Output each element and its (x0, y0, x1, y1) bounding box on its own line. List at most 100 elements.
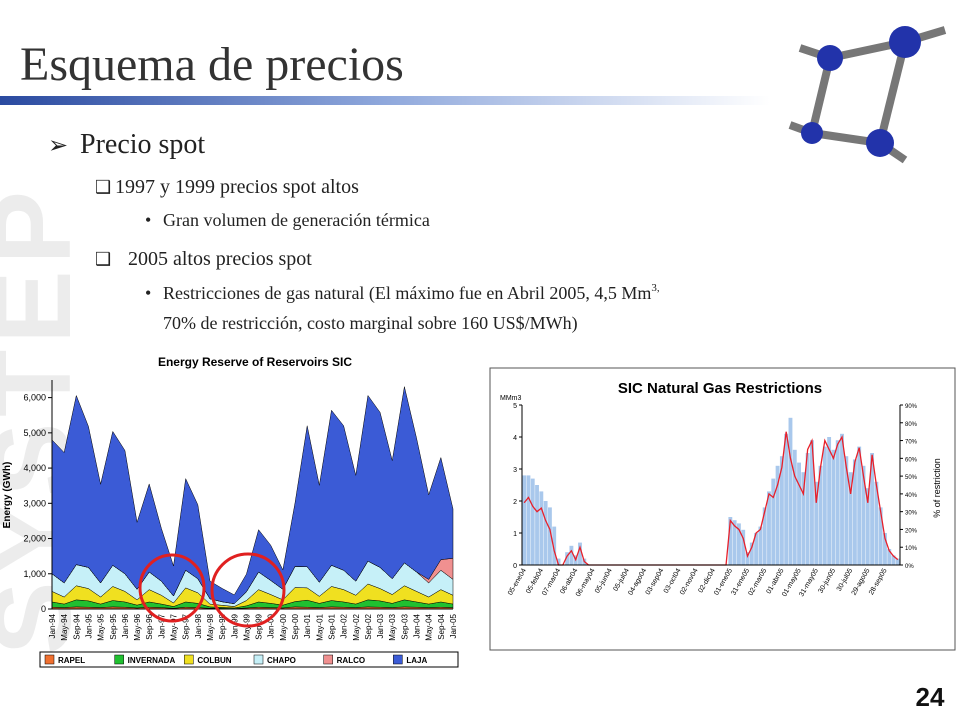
y-tick-label: 0 (41, 604, 46, 614)
page-number: 24 (916, 682, 945, 712)
legend-swatch (393, 654, 403, 665)
bar (887, 549, 892, 565)
bar (745, 552, 750, 565)
y2-tick-label: 70% (905, 440, 918, 446)
y-tick-label: 3,000 (23, 498, 46, 508)
x-tick-label: May-97 (170, 613, 179, 640)
legend-label: CHAPO (267, 656, 296, 665)
legend-label: RAPEL (58, 656, 85, 665)
bar (565, 552, 570, 565)
x-tick-label: May-03 (388, 613, 397, 640)
bar (547, 507, 552, 565)
bar (792, 449, 797, 565)
bar (578, 542, 582, 565)
bar (758, 526, 763, 565)
x-tick-label: Sep-02 (364, 613, 373, 639)
x-tick-label: Sep-01 (327, 613, 336, 639)
superscript: 3, (651, 282, 660, 294)
legend-swatch (114, 654, 124, 665)
x-tick-label: Jan-95 (84, 613, 93, 638)
bullet-box: ❑ (95, 177, 111, 197)
y-tick-label: 4,000 (23, 463, 46, 473)
legend-swatch (253, 654, 264, 665)
bar (728, 517, 733, 565)
y-tick-label: 3 (513, 467, 517, 474)
bullet-l1: Precio spot (80, 129, 205, 160)
bar (762, 507, 767, 565)
y-tick-label: 5,000 (23, 428, 46, 438)
bar (870, 453, 875, 565)
bar (775, 465, 780, 565)
x-tick-label: May-94 (60, 613, 69, 640)
x-tick-label: May-98 (206, 613, 215, 640)
x-tick-label: Sep-04 (437, 613, 446, 639)
x-tick-label: Jan-00 (267, 613, 276, 638)
legend-swatch (184, 654, 194, 665)
title-underline (0, 96, 770, 105)
bullet-l3: 70% de restricción, costo marginal sobre… (163, 313, 578, 334)
bar (779, 456, 784, 565)
highlight-circle (138, 553, 206, 623)
x-tick-label: Jan-01 (303, 613, 312, 638)
y2-tick-label: 10% (905, 546, 918, 552)
legend-swatch (323, 654, 333, 665)
x-tick-label: Sep-94 (72, 613, 81, 639)
chart-frame (489, 367, 956, 651)
y2-tick-label: 60% (905, 457, 918, 463)
x-tick-label: Jan-98 (194, 613, 203, 638)
legend (39, 651, 459, 668)
y-tick-label: 4 (513, 435, 517, 442)
bar (844, 456, 849, 565)
bullet-l2: 1997 y 1999 precios spot altos (115, 176, 359, 198)
bullet-dot: • (145, 283, 151, 303)
y-tick-label: 2 (513, 499, 517, 506)
x-tick-label: Jan-94 (48, 613, 57, 638)
bullet-l2: 2005 altos precios spot (128, 248, 312, 270)
bar (895, 558, 900, 565)
x-tick-label: May-02 (352, 613, 361, 640)
bullet-l3: Restricciones de gas natural (El máximo … (163, 282, 660, 304)
bar (852, 459, 857, 565)
bar (797, 462, 801, 565)
bar (883, 533, 887, 565)
y2-tick-label: 50% (905, 475, 918, 481)
y-tick-label: 1 (513, 531, 517, 538)
bar (749, 542, 754, 565)
bullet-text: Restricciones de gas natural (El máximo … (163, 283, 651, 304)
bar (754, 533, 759, 565)
y-tick-label: 6,000 (23, 393, 46, 403)
y2-tick-label: 80% (905, 422, 918, 428)
bar (784, 433, 789, 565)
bar (788, 417, 793, 565)
x-tick-label: Sep-99 (255, 613, 264, 639)
legend-swatch (44, 654, 55, 665)
bar (891, 555, 896, 565)
x-tick-label: Sep-96 (145, 613, 154, 639)
legend-label: LAJA (406, 656, 427, 665)
bar (526, 475, 531, 565)
legend-label: COLBUN (197, 656, 231, 665)
x-tick-label: Sep-98 (218, 613, 227, 639)
bullet-dot: • (145, 210, 151, 230)
bar (848, 472, 853, 565)
logo (788, 26, 947, 164)
legend-label: RALCO (337, 656, 365, 665)
chart-title: Energy Reserve of Reservoirs SIC (158, 355, 352, 369)
x-tick-label: May-95 (97, 613, 106, 640)
x-tick-label: Jan-03 (376, 613, 385, 638)
area (51, 386, 454, 604)
x-tick-label: Jan-05 (449, 613, 458, 638)
highlight-circle (210, 552, 286, 628)
legend-label: INVERNADA (128, 656, 176, 665)
bar (543, 501, 548, 565)
slide-title: Esquema de precios (20, 38, 404, 91)
bar (569, 545, 574, 565)
bar (736, 523, 741, 565)
bar (767, 491, 771, 565)
y-tick-label: 2,000 (23, 534, 46, 544)
x-tick-label: May-01 (315, 613, 324, 640)
bar (810, 440, 814, 565)
bar (741, 529, 746, 565)
x-tick-label: Jan-99 (230, 613, 239, 638)
bar (732, 520, 737, 565)
